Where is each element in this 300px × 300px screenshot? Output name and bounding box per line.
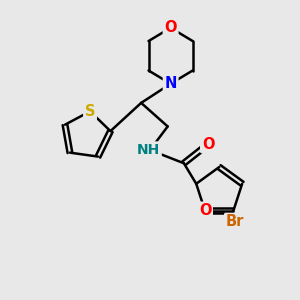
Text: NH: NH — [137, 143, 160, 157]
Text: O: O — [202, 136, 214, 152]
Text: N: N — [164, 76, 177, 91]
Text: Br: Br — [226, 214, 244, 230]
Text: O: O — [164, 20, 177, 35]
Text: S: S — [85, 104, 95, 119]
Text: O: O — [199, 203, 211, 218]
